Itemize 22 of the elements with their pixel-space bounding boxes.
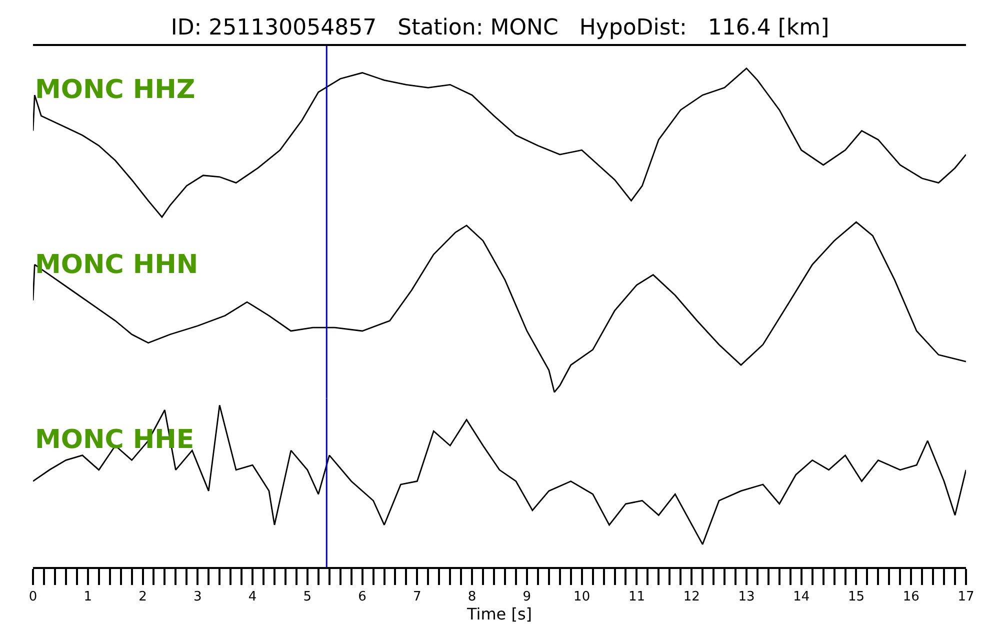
x-tick-label: 15: [848, 590, 865, 605]
chart-title: ID: 251130054857 Station: MONC HypoDist: 116.4 [km]: [170, 16, 830, 41]
x-tick-label: 12: [683, 590, 700, 605]
x-tick-label: 7: [413, 590, 422, 605]
x-tick-label: 1: [84, 590, 92, 605]
x-axis-title: Time [s]: [466, 604, 532, 624]
x-tick-label: 4: [248, 590, 257, 605]
x-tick-label: 8: [468, 590, 476, 605]
x-tick-label: 16: [902, 590, 920, 605]
x-tick-label: 5: [303, 590, 312, 605]
x-tick-label: 9: [522, 590, 532, 605]
x-tick-label: 3: [194, 590, 202, 605]
x-tick-label: 10: [574, 590, 590, 605]
x-tick-label: 17: [958, 590, 974, 605]
x-tick-label: 13: [738, 590, 755, 605]
series-label: MONC HHN: [35, 250, 198, 280]
x-tick-label: 11: [628, 590, 645, 605]
x-tick-label: 14: [793, 590, 810, 605]
x-tick-label: 2: [138, 590, 147, 605]
series-label: MONC HHZ: [35, 75, 196, 105]
x-tick-label: 6: [358, 590, 366, 605]
x-tick-label: 0: [28, 590, 38, 605]
